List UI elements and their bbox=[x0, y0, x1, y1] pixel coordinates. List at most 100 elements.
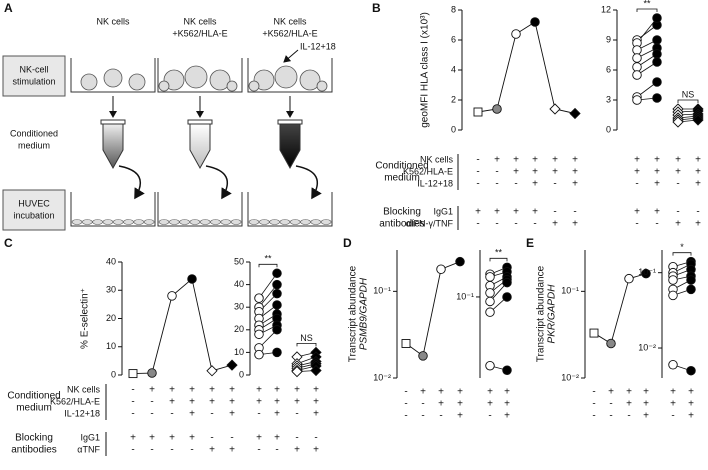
endothelial-cell bbox=[133, 219, 145, 225]
y-tick-label: 10⁻¹ bbox=[456, 291, 474, 301]
condition-sign: + bbox=[643, 411, 649, 422]
condition-sign: + bbox=[189, 433, 195, 444]
condition-sign: + bbox=[169, 433, 175, 444]
marker bbox=[401, 339, 411, 348]
condition-sign: + bbox=[608, 387, 614, 398]
condition-sign: + bbox=[643, 399, 649, 410]
cell bbox=[274, 65, 298, 89]
condition-sign: - bbox=[573, 207, 576, 218]
endothelial-cell bbox=[112, 219, 124, 225]
tube bbox=[279, 123, 301, 170]
condition-sign: + bbox=[274, 433, 280, 444]
condition-sign: + bbox=[552, 155, 558, 166]
marker bbox=[272, 300, 282, 310]
condition-sign: + bbox=[229, 445, 235, 456]
condition-sign: - bbox=[476, 179, 479, 190]
condition-sign: + bbox=[420, 387, 426, 398]
marker bbox=[692, 114, 704, 126]
condition-sign: - bbox=[676, 179, 679, 190]
endothelial-cell bbox=[158, 219, 170, 225]
cell bbox=[184, 65, 208, 89]
condition-sign: + bbox=[494, 207, 500, 218]
condition-sign: + bbox=[189, 385, 195, 396]
condition-sign: + bbox=[487, 387, 493, 398]
cell bbox=[299, 69, 321, 91]
significance-bracket bbox=[489, 257, 508, 262]
condition-sign: - bbox=[514, 219, 517, 230]
condition-sign: + bbox=[654, 207, 660, 218]
condition-sign: + bbox=[504, 387, 510, 398]
pair-line bbox=[258, 273, 278, 299]
marker bbox=[668, 275, 678, 285]
condition-sign: + bbox=[572, 155, 578, 166]
condition-sign: + bbox=[695, 219, 701, 230]
condition-sign: - bbox=[230, 433, 233, 444]
condition-sign: + bbox=[688, 411, 694, 422]
tube bbox=[189, 123, 211, 170]
condition-label: NK cells bbox=[67, 384, 101, 394]
y-tick-label: 0 bbox=[451, 124, 456, 134]
condition-sign: + bbox=[209, 445, 215, 456]
y-tick-label: 10 bbox=[234, 347, 244, 357]
y-tick-label: 8 bbox=[451, 4, 456, 14]
significance-label: ** bbox=[264, 254, 272, 264]
y-axis-label: % E-selectin⁺ bbox=[80, 288, 91, 349]
condition-sign: + bbox=[572, 167, 578, 178]
condition-sign: + bbox=[313, 397, 319, 408]
tube-cap bbox=[277, 119, 303, 125]
condition-sign: - bbox=[476, 155, 479, 166]
marker bbox=[530, 17, 540, 27]
condition-sign: - bbox=[696, 207, 699, 218]
marker bbox=[485, 307, 495, 317]
condition-sign: - bbox=[150, 445, 153, 456]
endothelial-cell bbox=[199, 219, 211, 225]
y-axis-label: PKR/GAPDH bbox=[547, 284, 558, 344]
marker bbox=[632, 70, 642, 80]
endothelial-cell bbox=[310, 219, 322, 225]
endothelial-cell bbox=[189, 219, 201, 225]
cytokine-label: IL-12+18 bbox=[300, 41, 336, 51]
condition-sign: + bbox=[256, 397, 262, 408]
condition-sign: + bbox=[294, 385, 300, 396]
marker bbox=[686, 365, 696, 376]
condition-sign: + bbox=[670, 399, 676, 410]
row-label: Conditioned bbox=[10, 128, 58, 138]
y-tick-label: 6 bbox=[451, 34, 456, 44]
endothelial-cell bbox=[300, 219, 311, 225]
condition-sign: + bbox=[626, 399, 632, 410]
marker bbox=[672, 116, 684, 128]
condition-sign: + bbox=[494, 155, 500, 166]
marker bbox=[624, 273, 634, 284]
marker bbox=[502, 277, 512, 288]
marker bbox=[254, 293, 264, 303]
row-label: stimulation bbox=[12, 76, 55, 86]
y-tick-label: 30 bbox=[106, 285, 116, 295]
cell bbox=[226, 80, 238, 92]
line bbox=[405, 261, 461, 357]
marker bbox=[226, 359, 238, 371]
marker bbox=[418, 351, 428, 361]
y-tick-label: 6 bbox=[606, 64, 611, 74]
condition-sign: - bbox=[514, 179, 517, 190]
marker bbox=[206, 365, 218, 377]
condition-sign: + bbox=[552, 167, 558, 178]
well bbox=[157, 192, 243, 227]
condition-group-label: medium bbox=[384, 173, 420, 184]
marker bbox=[485, 296, 495, 307]
condition-sign: - bbox=[592, 411, 595, 422]
condition-sign: + bbox=[513, 155, 519, 166]
marker bbox=[606, 338, 616, 349]
condition-group-label: Blocking bbox=[383, 207, 421, 218]
condition-sign: + bbox=[572, 219, 578, 230]
condition-group-label: antibodies bbox=[379, 219, 425, 230]
marker bbox=[187, 274, 197, 284]
condition-label: αTNF bbox=[77, 444, 100, 454]
condition-sign: + bbox=[487, 399, 493, 410]
marker bbox=[632, 45, 642, 55]
condition-sign: + bbox=[313, 385, 319, 396]
marker bbox=[167, 291, 177, 301]
marker bbox=[569, 107, 581, 120]
pair-line bbox=[258, 284, 278, 308]
condition-sign: + bbox=[189, 409, 195, 420]
marker bbox=[485, 288, 495, 298]
